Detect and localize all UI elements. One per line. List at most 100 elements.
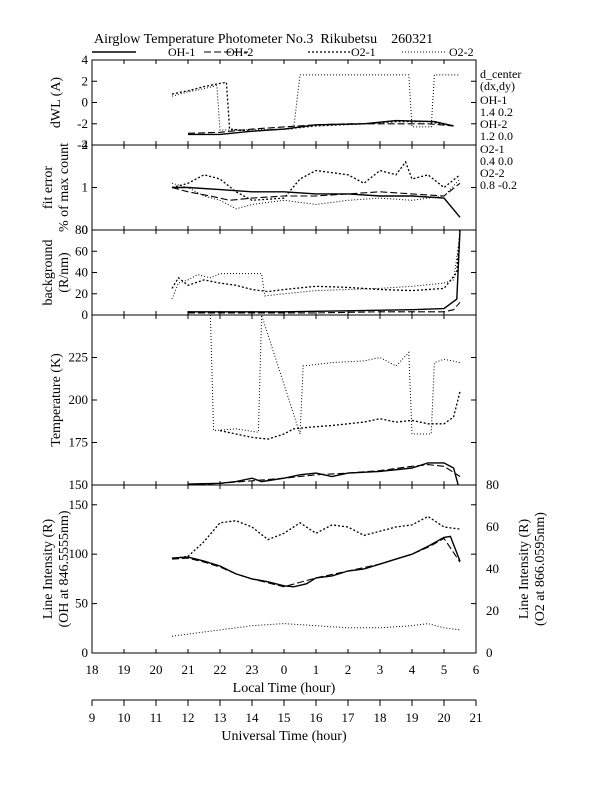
y-axis-label: Temperature (K) xyxy=(49,353,64,447)
y-axis-label-2: (R/nm) xyxy=(57,252,72,293)
local-time-tick-label: 20 xyxy=(150,662,163,677)
series-o2-2 xyxy=(171,235,461,300)
series-oh-1 xyxy=(188,119,454,136)
panel-frame xyxy=(91,59,477,146)
d-center-value: 1.4 0.2 xyxy=(480,105,513,119)
panels: -4 -2 0 2 4 dWL (A) 0 1 2 fit error% of max count… xyxy=(41,52,548,660)
series-oh-2 xyxy=(171,537,461,588)
panel-frame xyxy=(91,484,477,654)
y-tick-label: 2 xyxy=(82,137,89,152)
y-tick-label: 40 xyxy=(75,265,88,280)
series-oh-2 xyxy=(188,301,461,314)
series-o2-2 xyxy=(171,178,461,210)
ut-tick-label: 11 xyxy=(150,710,163,725)
panel-bg: 0 20 40 60 80 background (R/nm) xyxy=(41,222,477,322)
y-axis-label: Line Intensity (R) xyxy=(41,519,56,620)
y-tick-label: 150 xyxy=(69,497,89,512)
panel-temp: 150 175 200 225 Temperature (K) xyxy=(49,314,477,492)
legend-label: O2-1 xyxy=(351,45,376,59)
series-o2-1 xyxy=(171,515,461,560)
y-axis-label: dWL (A) xyxy=(49,77,64,129)
ut-tick-label: 13 xyxy=(214,710,227,725)
local-time-tick-label: 21 xyxy=(182,662,195,677)
series-oh-2 xyxy=(187,123,454,134)
y-axis-label-right-2: (O2 at 866.0595nm) xyxy=(533,512,548,626)
series-o2-1 xyxy=(171,81,454,132)
d-center-value: 0.4 0.0 xyxy=(480,154,513,168)
y-tick-label: -2 xyxy=(77,116,88,131)
series-o2-2 xyxy=(171,74,460,131)
series-o2-2 xyxy=(209,315,461,435)
d-center-name: O2-2 xyxy=(480,166,505,180)
ut-tick-label: 9 xyxy=(89,710,96,725)
ut-tick-label: 12 xyxy=(182,710,195,725)
y-axis-label: fit error xyxy=(41,166,56,209)
panel-dwl: -4 -2 0 2 4 dWL (A) xyxy=(49,52,477,152)
panel-fit: 0 1 2 fit error% of max count xyxy=(41,137,477,237)
y-axis-label-right: Line Intensity (R) xyxy=(517,519,532,620)
ut-axis-label: Universal Time (hour) xyxy=(221,729,347,744)
y-tick-label: 60 xyxy=(75,243,88,258)
d-center-name: OH-2 xyxy=(480,117,507,131)
panel-frame xyxy=(91,314,477,486)
y-axis-label: background xyxy=(41,239,56,305)
series-oh-1 xyxy=(187,462,459,485)
ut-tick-label: 14 xyxy=(246,710,260,725)
series-oh-1 xyxy=(171,535,461,588)
local-time-tick-label: 4 xyxy=(409,662,416,677)
ut-tick-label: 15 xyxy=(278,710,291,725)
y-axis-label-2: % of max count xyxy=(57,143,72,232)
y-tick-label-right: 80 xyxy=(486,477,499,492)
ut-tick-label: 19 xyxy=(406,710,419,725)
ut-tick-label: 10 xyxy=(118,710,131,725)
y-tick-label: 0 xyxy=(82,95,89,110)
series-o2-1 xyxy=(171,230,461,293)
local-time-tick-label: 6 xyxy=(473,662,480,677)
ut-tick-label: 17 xyxy=(342,710,356,725)
series-oh-2 xyxy=(171,182,461,201)
y-tick-label: 20 xyxy=(75,286,88,301)
local-time-tick-label: 3 xyxy=(377,662,384,677)
series-oh-2 xyxy=(187,464,461,485)
y-tick-label: 100 xyxy=(69,546,89,561)
y-tick-label: 0 xyxy=(82,307,89,322)
local-time-tick-label: 5 xyxy=(441,662,448,677)
series-o2-1 xyxy=(171,160,461,201)
legend-label: OH-1 xyxy=(168,45,195,59)
y-tick-label: 2 xyxy=(82,73,89,88)
local-time-tick-label: 0 xyxy=(281,662,288,677)
y-tick-label: 0 xyxy=(82,645,89,660)
d-center-subheader: (dx,dy) xyxy=(480,79,515,93)
local-time-tick-label: 19 xyxy=(118,662,131,677)
y-tick-label: 150 xyxy=(69,477,89,492)
series-o2-1 xyxy=(219,391,461,440)
legend-label: O2-2 xyxy=(449,45,474,59)
ut-tick-label: 21 xyxy=(470,710,483,725)
local-time-axis-label: Local Time (hour) xyxy=(233,681,336,696)
y-tick-label: 1 xyxy=(82,180,89,195)
y-tick-label-right: 20 xyxy=(486,603,499,618)
y-tick-label: 50 xyxy=(75,596,88,611)
d-center-value: 0.8 -0.2 xyxy=(480,178,517,192)
y-tick-label: 175 xyxy=(69,435,89,450)
d-center-value: 1.2 0.0 xyxy=(480,129,513,143)
local-time-tick-label: 2 xyxy=(345,662,352,677)
local-time-tick-label: 18 xyxy=(86,662,99,677)
chart-title: Airglow Temperature Photometer No.3 Riku… xyxy=(94,32,433,47)
y-tick-label: 225 xyxy=(69,350,89,365)
local-time-tick-label: 1 xyxy=(313,662,320,677)
series-oh-1 xyxy=(188,230,461,313)
y-tick-label-right: 0 xyxy=(486,645,493,660)
local-time-tick-label: 22 xyxy=(214,662,227,677)
y-tick-label-right: 40 xyxy=(486,561,499,576)
panel-frame xyxy=(91,144,477,231)
legend: OH-1 OH-2 O2-1 O2-2 xyxy=(92,45,474,59)
panel-frame xyxy=(91,229,477,316)
ut-tick-label: 18 xyxy=(374,710,387,725)
local-time-tick-label: 23 xyxy=(246,662,259,677)
legend-label: OH-2 xyxy=(226,45,253,59)
y-tick-label: 4 xyxy=(82,52,89,67)
